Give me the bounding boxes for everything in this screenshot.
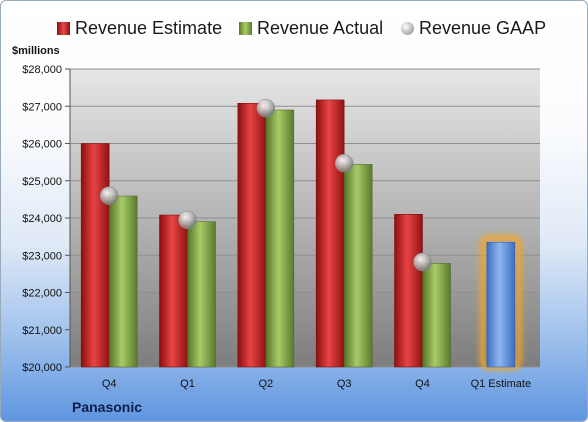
legend-label-gaap: Revenue GAAP xyxy=(419,17,547,38)
bar-revenue-estimate xyxy=(315,99,345,368)
bar-revenue-actual xyxy=(343,164,373,368)
bar-revenue-estimate xyxy=(159,214,188,368)
legend-item-revenue-actual: Revenue Actual xyxy=(239,15,383,41)
bar-revenue-actual xyxy=(265,109,295,368)
legend-label-actual: Revenue Actual xyxy=(257,17,384,38)
units-label: $millions xyxy=(12,45,60,57)
bar-revenue-estimate xyxy=(394,214,423,368)
y-tick-label: $24,000 xyxy=(22,213,62,225)
company-name: Panasonic xyxy=(72,399,143,415)
x-tick-label: Q1 xyxy=(180,378,195,390)
legend-item-revenue-gaap: Revenue GAAP xyxy=(401,15,546,41)
bar-revenue-actual xyxy=(422,263,451,368)
y-tick-label: $25,000 xyxy=(22,176,62,188)
legend-swatch-gaap xyxy=(401,21,414,35)
point-revenue-gaap xyxy=(256,98,276,118)
y-tick-label: $27,000 xyxy=(22,101,62,113)
bar-forecast xyxy=(486,241,516,368)
bar-revenue-estimate xyxy=(80,143,110,368)
y-tick-label: $22,000 xyxy=(22,288,62,300)
y-tick-label: $21,000 xyxy=(22,325,62,337)
legend-item-revenue-estimate: Revenue Estimate xyxy=(57,15,222,41)
bar-revenue-actual xyxy=(187,221,216,368)
y-tick-label: $23,000 xyxy=(22,250,62,262)
x-tick-label: Q3 xyxy=(337,378,352,390)
y-tick-label: $26,000 xyxy=(22,139,62,151)
gridlines xyxy=(70,68,540,368)
y-axis-ticks: $20,000 $21,000 $22,000 $23,000 $24,000 $25,0… xyxy=(22,64,71,374)
point-revenue-gaap xyxy=(99,186,119,205)
bar-revenue-estimate xyxy=(237,103,267,368)
x-axis-ticks: Q4 Q1 Q2 Q3 Q4 Q1 Estimate xyxy=(102,378,531,390)
legend-label-estimate: Revenue Estimate xyxy=(75,17,223,38)
point-revenue-gaap xyxy=(413,252,432,272)
x-tick-label: Q1 Estimate xyxy=(471,378,532,390)
point-revenue-gaap xyxy=(178,210,197,230)
x-tick-label: Q2 xyxy=(258,378,273,390)
y-tick-label: $20,000 xyxy=(22,362,62,374)
legend-swatch-estimate xyxy=(57,21,70,35)
bars xyxy=(80,98,522,370)
y-tick-label: $28,000 xyxy=(22,64,62,76)
x-tick-label: Q4 xyxy=(415,378,430,390)
x-tick-label: Q4 xyxy=(102,378,117,390)
bar-revenue-actual xyxy=(108,195,138,368)
legend-swatch-actual xyxy=(239,21,252,35)
legend: Revenue Estimate Revenue Actual Revenue … xyxy=(1,15,587,41)
point-revenue-gaap xyxy=(334,153,354,173)
